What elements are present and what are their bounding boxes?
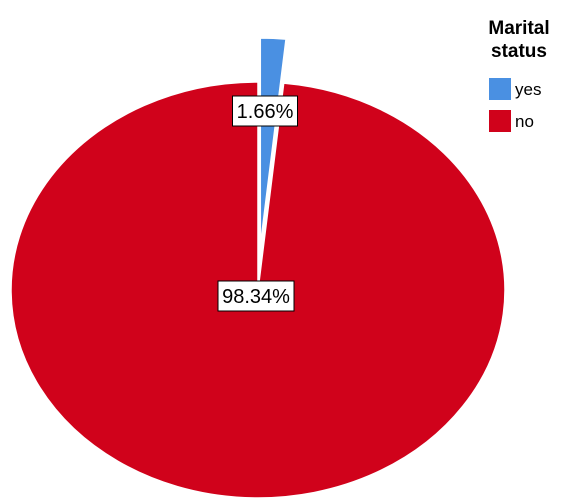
data-label-yes: 1.66% <box>232 95 298 127</box>
legend-items: yes no <box>489 78 541 132</box>
pie-slice-yes <box>259 37 287 247</box>
data-label-text-yes: 1.66% <box>237 101 294 123</box>
pie-data-labels: 1.66% 98.34% <box>217 95 298 312</box>
legend-label-yes: yes <box>515 80 541 99</box>
pie-slices <box>10 37 506 499</box>
chart-legend: Marital status yes no <box>488 18 550 132</box>
legend-title-line-2: status <box>491 41 547 62</box>
data-label-box-yes <box>232 95 298 127</box>
legend-title-line-1: Marital <box>488 18 549 39</box>
pie-slice-no <box>10 81 506 499</box>
legend-swatch-no <box>489 110 511 132</box>
data-label-box-no <box>217 280 295 312</box>
legend-label-no: no <box>515 112 534 131</box>
legend-swatch-yes <box>489 78 511 100</box>
data-label-text-no: 98.34% <box>222 286 290 308</box>
data-label-no: 98.34% <box>217 280 295 312</box>
